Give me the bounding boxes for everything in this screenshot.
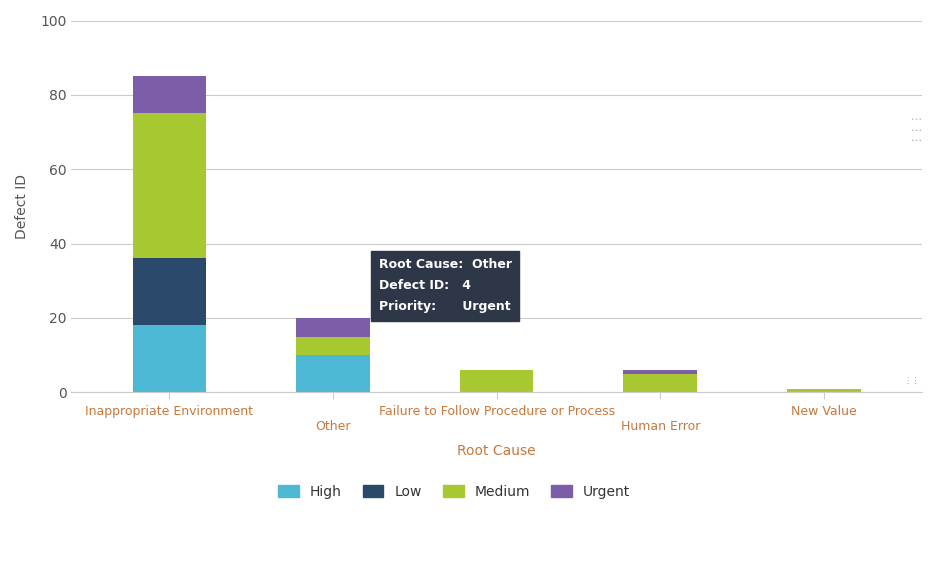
Bar [622,374,696,392]
Bar [296,336,370,355]
Legend: High, Low, Medium, Urgent: High, Low, Medium, Urgent [272,479,636,504]
Bar [133,325,206,392]
Bar [296,318,370,336]
Text: ⋮⋮: ⋮⋮ [902,376,919,385]
Text: ⋮⋮⋮: ⋮⋮⋮ [907,108,916,141]
Bar [622,370,696,374]
Text: Root Cause:  Other
Defect ID:   4
Priority:      Urgent: Root Cause: Other Defect ID: 4 Priority:… [378,258,511,314]
Bar [133,76,206,113]
Bar [460,370,533,392]
Y-axis label: Defect ID: Defect ID [15,174,29,239]
Bar [786,389,860,392]
X-axis label: Root Cause: Root Cause [457,444,535,458]
Bar [133,113,206,258]
Bar [296,355,370,392]
Bar [133,258,206,325]
